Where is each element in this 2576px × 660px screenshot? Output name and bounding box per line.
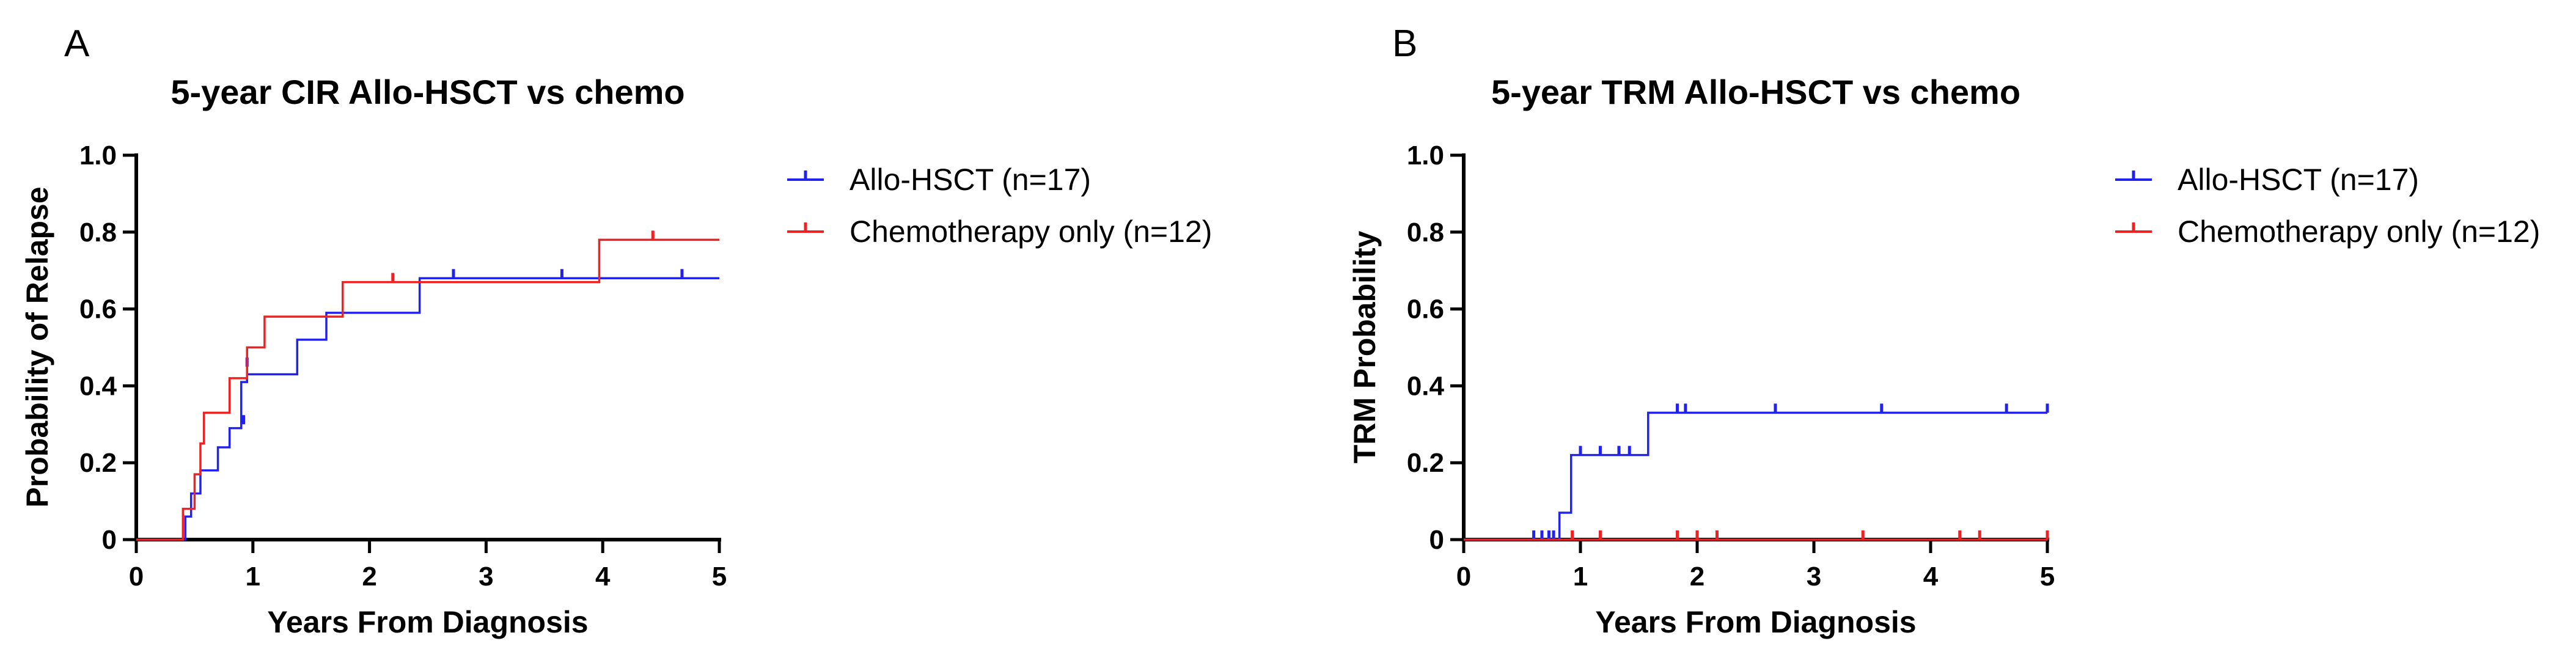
y-tick-label-b: 0.2 bbox=[1407, 448, 1444, 478]
series-line-b-0 bbox=[1464, 411, 2047, 541]
y-tick-label-a: 0.6 bbox=[79, 295, 117, 324]
y-tick-label-b: 0.6 bbox=[1407, 295, 1444, 324]
x-tick-label-a: 4 bbox=[595, 562, 611, 592]
y-tick-label-b: 1.0 bbox=[1407, 141, 1444, 170]
x-tick-label-a: 5 bbox=[712, 562, 727, 592]
y-tick-label-a: 0.4 bbox=[79, 371, 117, 401]
y-tick-label-b: 0 bbox=[1429, 525, 1444, 555]
x-tick-label-a: 2 bbox=[362, 562, 376, 592]
plot-area-b: 0 0.2 0.4 0.6 0.8 1.0 0 1 2 3 4 5 bbox=[1407, 141, 2055, 592]
plot-area-a: 0 0.2 0.4 0.6 0.8 1.0 0 1 2 3 4 5 bbox=[79, 141, 727, 592]
legend-b: Allo-HSCT (n=17) Chemotherapy only (n=12) bbox=[2115, 163, 2540, 249]
panel-letter-b: B bbox=[1392, 23, 1417, 65]
series-line-a-1 bbox=[136, 238, 719, 541]
y-tick-label-a: 0 bbox=[102, 525, 117, 555]
panel-letter-a: A bbox=[64, 23, 90, 65]
legend-label-b-0: Allo-HSCT (n=17) bbox=[2178, 163, 2419, 197]
x-tick-label-b: 4 bbox=[1923, 562, 1939, 592]
legend-label-b-1: Chemotherapy only (n=12) bbox=[2178, 215, 2540, 249]
x-axis-label-a: Years From Diagnosis bbox=[267, 605, 588, 639]
x-tick-label-b: 2 bbox=[1690, 562, 1704, 592]
legend-a: Allo-HSCT (n=17) Chemotherapy only (n=12) bbox=[787, 163, 1212, 249]
y-tick-label-b: 0.4 bbox=[1407, 371, 1445, 401]
x-tick-label-a: 3 bbox=[479, 562, 493, 592]
y-tick-label-a: 0.8 bbox=[79, 218, 117, 248]
y-tick-label-b: 0.8 bbox=[1407, 218, 1444, 248]
y-tick-label-a: 1.0 bbox=[79, 141, 117, 170]
x-tick-label-b: 3 bbox=[1807, 562, 1821, 592]
chart-title-a: 5-year CIR Allo-HSCT vs chemo bbox=[171, 73, 684, 111]
panel-a: A 5-year CIR Allo-HSCT vs chemo Probabil… bbox=[20, 23, 1212, 639]
legend-label-a-0: Allo-HSCT (n=17) bbox=[849, 163, 1091, 197]
x-tick-label-a: 1 bbox=[246, 562, 260, 592]
y-axis-label-a: Probability of Relapse bbox=[20, 186, 54, 507]
x-tick-label-b: 1 bbox=[1573, 562, 1588, 592]
x-axis-label-b: Years From Diagnosis bbox=[1595, 605, 1916, 639]
y-axis-label-b: TRM Probability bbox=[1348, 231, 1382, 464]
y-tick-label-a: 0.2 bbox=[79, 448, 117, 478]
series-line-a-0 bbox=[136, 277, 719, 541]
chart-title-b: 5-year TRM Allo-HSCT vs chemo bbox=[1491, 73, 2020, 111]
panel-b: B 5-year TRM Allo-HSCT vs chemo TRM Prob… bbox=[1348, 23, 2540, 639]
x-tick-label-b: 5 bbox=[2040, 562, 2055, 592]
x-tick-label-a: 0 bbox=[129, 562, 144, 592]
legend-label-a-1: Chemotherapy only (n=12) bbox=[849, 215, 1212, 249]
x-tick-label-b: 0 bbox=[1456, 562, 1471, 592]
